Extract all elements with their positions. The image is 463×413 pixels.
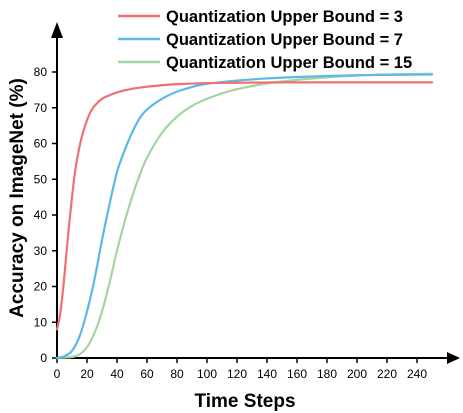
x-axis-label: Time Steps [194, 391, 295, 412]
y-tick-label: 10 [34, 315, 48, 329]
series-line-2 [55, 73, 434, 360]
y-tick-label: 40 [34, 208, 48, 222]
axes [51, 22, 460, 364]
x-tick-label: 220 [377, 367, 397, 381]
y-tick-label: 70 [34, 101, 48, 115]
legend-label-1: Quantization Upper Bound = 3 [166, 8, 403, 26]
y-tick-label: 0 [40, 351, 47, 365]
series-line-3 [55, 72, 434, 360]
y-ticks: 0 10 20 30 40 50 60 70 80 [34, 65, 57, 365]
x-tick-label: 160 [287, 367, 307, 381]
x-tick-label: 200 [347, 367, 367, 381]
y-axis-label: Accuracy on ImageNet (%) [7, 78, 28, 318]
x-tick-label: 80 [170, 367, 184, 381]
x-tick-label: 0 [54, 367, 61, 381]
x-tick-label: 20 [80, 367, 94, 381]
x-tick-label: 40 [110, 367, 124, 381]
y-tick-label: 30 [34, 244, 48, 258]
x-tick-label: 100 [197, 367, 217, 381]
y-tick-label: 80 [34, 65, 48, 79]
x-tick-label: 240 [407, 367, 427, 381]
x-ticks: 0 20 40 60 80 100 120 140 160 180 200 220 240 [54, 358, 427, 381]
x-tick-label: 120 [227, 367, 247, 381]
series-lines [55, 72, 434, 360]
x-axis-arrow [447, 352, 460, 364]
y-tick-label: 60 [34, 137, 48, 151]
series-line-1 [55, 81, 434, 331]
x-tick-label: 140 [257, 367, 277, 381]
y-axis-arrow [51, 22, 63, 38]
x-tick-label: 60 [140, 367, 154, 381]
legend: Quantization Upper Bound = 3 Quantization… [118, 8, 412, 72]
y-tick-label: 50 [34, 172, 48, 186]
legend-label-2: Quantization Upper Bound = 7 [166, 31, 403, 49]
legend-label-3: Quantization Upper Bound = 15 [166, 54, 412, 72]
y-tick-label: 20 [34, 280, 48, 294]
x-tick-label: 180 [317, 367, 337, 381]
